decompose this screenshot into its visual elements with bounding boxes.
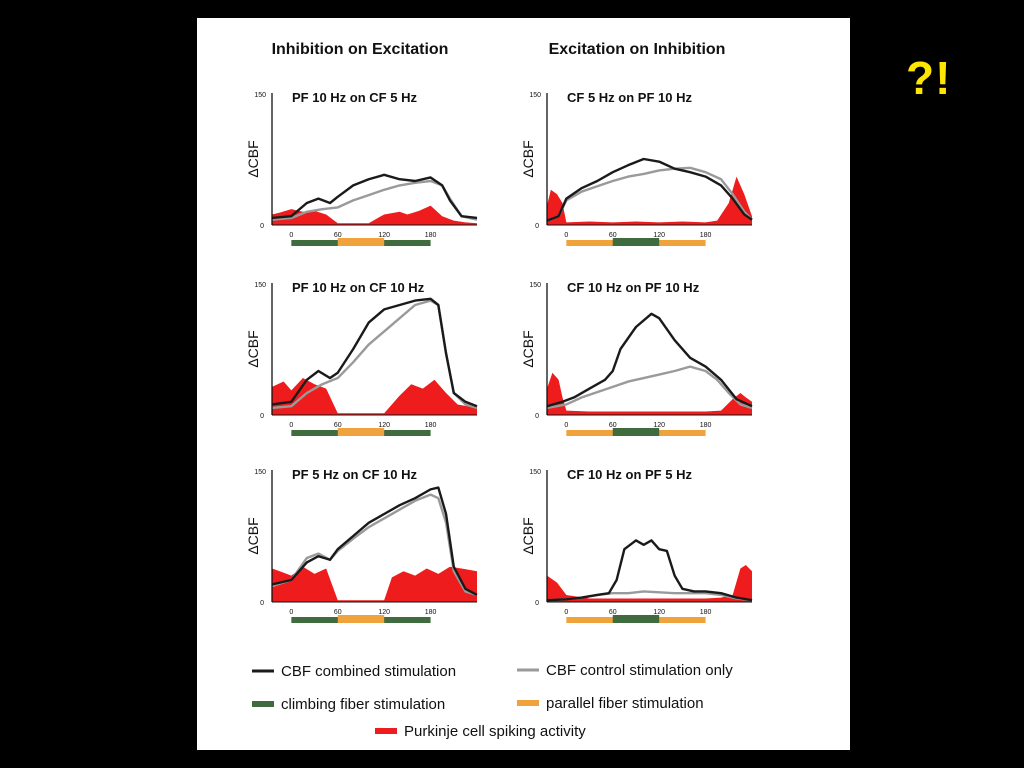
y-axis-label: ΔCBF xyxy=(520,330,536,367)
climbing-fiber-bar xyxy=(612,615,660,623)
y-axis-label: ΔCBF xyxy=(245,140,261,177)
chart-title: PF 10 Hz on CF 10 Hz xyxy=(292,280,425,295)
spiking-activity-area xyxy=(272,566,477,602)
x-tick-label: 180 xyxy=(700,232,712,239)
x-tick-label: 0 xyxy=(289,422,293,429)
spiking-activity-area xyxy=(272,205,477,225)
spiking-activity-area xyxy=(272,378,477,415)
y-tick-label: 150 xyxy=(529,469,541,476)
spiking-activity-area xyxy=(547,372,752,415)
y-tick-label: 150 xyxy=(529,282,541,289)
x-tick-label: 0 xyxy=(564,422,568,429)
y-tick-label: 150 xyxy=(254,282,266,289)
cbf-control-line xyxy=(546,365,753,410)
x-tick-label: 60 xyxy=(609,609,617,616)
y-tick-label: 0 xyxy=(535,223,539,230)
x-tick-label: 0 xyxy=(289,609,293,616)
x-tick-label: 60 xyxy=(609,422,617,429)
chart-title: PF 10 Hz on CF 5 Hz xyxy=(292,90,417,105)
x-tick-label: 120 xyxy=(378,422,390,429)
parallel-fiber-bar xyxy=(337,238,385,246)
chart-panel-3: 0 150 ΔCBF PF 10 Hz on CF 10 Hz 0 60 120 180 xyxy=(245,280,478,436)
x-tick-label: 60 xyxy=(334,609,342,616)
spiking-activity-area xyxy=(547,176,752,225)
chart-title: CF 5 Hz on PF 10 Hz xyxy=(567,90,692,105)
chart-panel-4: 0 150 ΔCBF CF 10 Hz on PF 10 Hz 0 60 120 180 xyxy=(520,280,753,436)
legend-label: CBF combined stimulation xyxy=(281,663,456,680)
x-tick-label: 120 xyxy=(653,422,665,429)
y-axis-label: ΔCBF xyxy=(520,140,536,177)
x-tick-label: 180 xyxy=(700,422,712,429)
x-tick-label: 120 xyxy=(653,232,665,239)
legend-label: CBF control stimulation only xyxy=(546,662,733,679)
figure-svg: Inhibition on Excitation Excitation on I… xyxy=(245,41,753,740)
y-tick-label: 150 xyxy=(254,92,266,99)
cbf-combined-line xyxy=(271,486,478,597)
x-tick-label: 180 xyxy=(425,609,437,616)
x-tick-label: 120 xyxy=(378,232,390,239)
climbing-fiber-bar xyxy=(612,238,660,246)
parallel-fiber-bar xyxy=(337,615,385,623)
legend-label: Purkinje cell spiking activity xyxy=(404,723,586,740)
cbf-combined-line xyxy=(271,297,478,408)
cbf-combined-line xyxy=(546,157,753,222)
x-tick-label: 120 xyxy=(653,609,665,616)
x-tick-label: 120 xyxy=(378,609,390,616)
chart-panel-5: 0 150 ΔCBF PF 5 Hz on CF 10 Hz 0 60 120 180 xyxy=(245,467,478,623)
y-tick-label: 0 xyxy=(535,413,539,420)
chart-title: PF 5 Hz on CF 10 Hz xyxy=(292,467,417,482)
chart-title: CF 10 Hz on PF 10 Hz xyxy=(567,280,700,295)
column-title-left: Inhibition on Excitation xyxy=(272,41,449,58)
x-tick-label: 0 xyxy=(289,232,293,239)
x-tick-label: 60 xyxy=(334,422,342,429)
legend: CBF combined stimulation CBF control stim… xyxy=(252,662,733,740)
y-axis-label: ΔCBF xyxy=(520,517,536,554)
x-tick-label: 0 xyxy=(564,232,568,239)
column-title-right: Excitation on Inhibition xyxy=(549,41,726,58)
cbf-control-line xyxy=(271,179,478,221)
corner-mark: ?! xyxy=(906,52,952,104)
cbf-combined-line xyxy=(546,312,753,408)
x-tick-label: 180 xyxy=(425,422,437,429)
cbf-combined-line xyxy=(546,539,753,602)
spiking-activity-area xyxy=(547,565,752,602)
figure-panel: Inhibition on Excitation Excitation on I… xyxy=(197,18,850,750)
chart-panel-2: 0 150 ΔCBF CF 5 Hz on PF 10 Hz 0 60 120 180 xyxy=(520,90,753,246)
cbf-control-line xyxy=(546,166,753,222)
y-tick-label: 0 xyxy=(260,223,264,230)
chart-title: CF 10 Hz on PF 5 Hz xyxy=(567,467,692,482)
y-tick-label: 150 xyxy=(529,92,541,99)
parallel-fiber-bar xyxy=(337,428,385,436)
chart-panel-1: 0 150 ΔCBF PF 10 Hz on CF 5 Hz 0 60 120 180 xyxy=(245,90,478,246)
x-tick-label: 180 xyxy=(700,609,712,616)
legend-label: climbing fiber stimulation xyxy=(281,696,445,713)
y-tick-label: 0 xyxy=(260,600,264,607)
chart-panel-6: 0 150 ΔCBF CF 10 Hz on PF 5 Hz 0 60 120 180 xyxy=(520,467,753,623)
y-axis-label: ΔCBF xyxy=(245,517,261,554)
x-tick-label: 60 xyxy=(609,232,617,239)
y-tick-label: 0 xyxy=(260,413,264,420)
cbf-combined-line xyxy=(271,173,478,220)
x-tick-label: 180 xyxy=(425,232,437,239)
y-axis-label: ΔCBF xyxy=(245,330,261,367)
climbing-fiber-bar xyxy=(612,428,660,436)
y-tick-label: 150 xyxy=(254,469,266,476)
x-tick-label: 60 xyxy=(334,232,342,239)
charts-group: 0 150 ΔCBF PF 10 Hz on CF 5 Hz 0 60 120 180 0 150… xyxy=(245,90,753,623)
x-tick-label: 0 xyxy=(564,609,568,616)
y-tick-label: 0 xyxy=(535,600,539,607)
legend-label: parallel fiber stimulation xyxy=(546,695,704,712)
